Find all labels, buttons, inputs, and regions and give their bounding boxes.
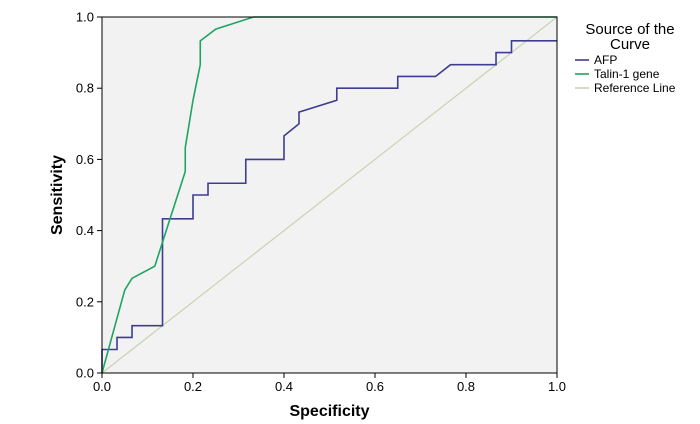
legend-label-reference-line: Reference Line	[594, 81, 676, 95]
y-tick-label: 0.0	[76, 366, 94, 381]
y-tick-label: 0.4	[76, 223, 94, 238]
y-tick-label: 0.2	[76, 294, 94, 309]
x-tick-label: 1.0	[548, 379, 566, 394]
x-tick-label: 0.2	[184, 379, 202, 394]
y-tick-label: 0.8	[76, 81, 94, 96]
x-tick-label: 0.6	[366, 379, 384, 394]
series-line-reference-line	[101, 16, 558, 374]
legend-title-line-1: Source of the	[585, 21, 674, 38]
y-tick-label: 1.0	[76, 10, 94, 25]
legend-title-line-2: Curve	[610, 36, 650, 53]
series-line-afp	[101, 40, 557, 373]
plot-frame	[101, 16, 558, 374]
x-tick-label: 0.4	[275, 379, 293, 394]
legend-label-talin-1-gene: Talin-1 gene	[594, 67, 660, 81]
x-axis-title: Specificity	[289, 403, 369, 420]
x-tick-label: 0.0	[93, 379, 111, 394]
x-tick-label: 0.8	[457, 379, 475, 394]
y-tick-label: 0.6	[76, 152, 94, 167]
series-line-talin-1-gene	[101, 16, 557, 374]
legend-label-afp: AFP	[594, 53, 617, 67]
y-axis-title: Sensitivity	[49, 155, 66, 235]
